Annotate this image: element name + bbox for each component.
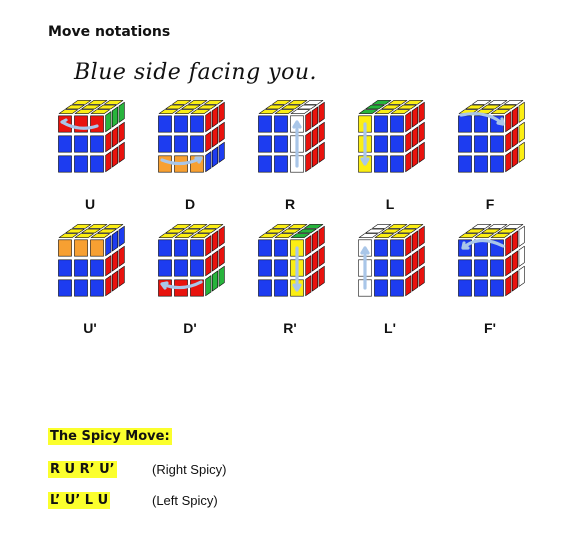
move-label-u: U [84, 196, 96, 212]
cube-u-prime-move-icon [58, 224, 125, 297]
move-label-l: L [385, 196, 395, 212]
spicy-move-title: The Spicy Move: [48, 428, 172, 445]
left-spicy-note: (Left Spicy) [152, 493, 218, 508]
move-grid: U D R L F U' D' R' L' F' [40, 96, 540, 344]
move-label-r: R [284, 196, 296, 212]
cube-d-prime-move-icon [158, 224, 225, 297]
cube-u-move-icon [58, 100, 125, 173]
cube-r-prime-move-icon [258, 224, 325, 297]
handwritten-note: Blue side facing you. [74, 60, 318, 85]
move-card-r-prime: R' [240, 220, 340, 344]
move-card-d-prime: D' [140, 220, 240, 344]
cube-r-move-icon [258, 100, 325, 173]
move-card-u: U [40, 96, 140, 220]
move-card-f: F [440, 96, 540, 220]
cube-f-move-icon [458, 100, 525, 173]
move-label-f-prime: F' [484, 320, 496, 336]
move-card-l: L [340, 96, 440, 220]
move-label-u-prime: U' [83, 320, 97, 336]
move-label-r-prime: R' [283, 320, 297, 336]
left-spicy-algorithm: L’ U’ L U [48, 492, 111, 509]
page-heading: Move notations [48, 24, 171, 40]
move-card-f-prime: F' [440, 220, 540, 344]
move-label-d-prime: D' [183, 320, 197, 336]
cube-f-prime-move-icon [458, 224, 525, 297]
move-card-r: R [240, 96, 340, 220]
move-card-u-prime: U' [40, 220, 140, 344]
move-card-l-prime: L' [340, 220, 440, 344]
move-label-f: F [485, 196, 495, 212]
cube-d-move-icon [158, 100, 225, 173]
move-card-d: D [140, 96, 240, 220]
move-label-l-prime: L' [384, 320, 396, 336]
move-label-d: D [184, 196, 196, 212]
cube-l-prime-move-icon [358, 224, 425, 297]
cube-l-move-icon [358, 100, 425, 173]
right-spicy-algorithm: R U R’ U’ [48, 461, 117, 478]
right-spicy-note: (Right Spicy) [152, 462, 227, 477]
